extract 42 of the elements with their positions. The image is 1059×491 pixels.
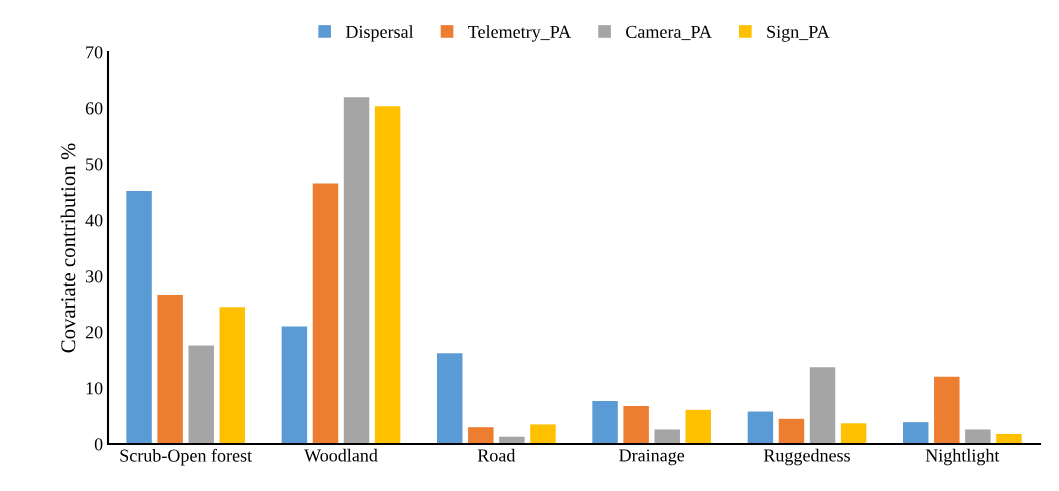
x-tick-label: Scrub-Open forest: [120, 448, 252, 466]
y-tick-label: 10: [86, 382, 103, 395]
x-tick-label: Nightlight: [925, 448, 1000, 466]
y-tick-label: 50: [86, 158, 103, 171]
bar: [157, 295, 183, 444]
legend-label: Dispersal: [345, 25, 414, 42]
bar: [654, 429, 680, 444]
y-tick-label: 0: [94, 438, 103, 451]
x-tick-label: Road: [477, 448, 516, 462]
bar: [592, 400, 618, 444]
bar: [281, 326, 308, 444]
bar: [685, 409, 711, 444]
bar: [468, 427, 494, 444]
bar: [219, 307, 245, 444]
y-tick-label: 20: [85, 326, 103, 339]
y-axis-title: Covariate contribution %: [60, 143, 76, 353]
bar: [312, 183, 339, 444]
x-tick-label: Ruggedness: [763, 448, 850, 466]
x-tick-label: Woodland: [304, 448, 378, 462]
legend-label: Sign_PA: [767, 25, 830, 42]
y-tick-label: 60: [85, 102, 103, 115]
bar: [530, 424, 556, 444]
bar: [343, 97, 370, 444]
bar: [437, 353, 463, 444]
bar: [903, 422, 929, 444]
bar: [996, 433, 1022, 444]
legend-label: Camera_PA: [626, 25, 712, 41]
bar: [188, 345, 214, 444]
legend-label: Telemetry_PA: [468, 25, 572, 42]
bar: [623, 405, 649, 444]
bar: [965, 429, 991, 444]
bar: [778, 418, 805, 444]
x-tick-label: Drainage: [619, 449, 685, 466]
y-tick-label: 70: [86, 46, 103, 59]
bar: [809, 367, 836, 444]
y-tick-label: 40: [85, 214, 103, 227]
bar: [374, 106, 401, 444]
bar: [126, 190, 152, 444]
bar: [934, 376, 960, 444]
bar: [747, 411, 774, 444]
bar: [840, 423, 867, 444]
y-tick-label: 30: [85, 270, 103, 283]
